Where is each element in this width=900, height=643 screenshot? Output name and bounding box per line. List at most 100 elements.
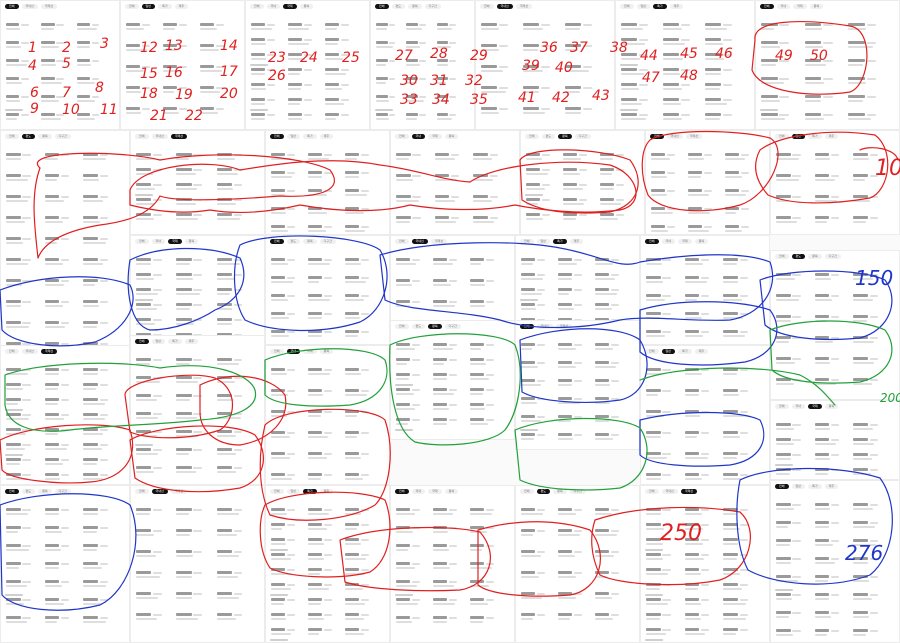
- thumbnail-time-placeholder: [44, 216, 60, 220]
- thumbnail-time-placeholder: [216, 258, 232, 262]
- thumbnail-meta-placeholder: [792, 629, 801, 632]
- thumbnail-seat-placeholder: [684, 573, 701, 575]
- thumbnail-time-placeholder: [83, 216, 99, 220]
- thumbnail-seat-placeholder: [723, 588, 742, 590]
- thumbnail-time-placeholder: [723, 538, 739, 542]
- thumbnail-seat-placeholder: [6, 263, 29, 265]
- thumbnail-time-placeholder: [433, 358, 448, 362]
- thumbnail-seat-placeholder: [705, 103, 727, 105]
- thumbnail-seat-placeholder: [481, 91, 506, 93]
- thumbnail-meta-placeholder: [233, 198, 243, 201]
- blue-ink-loop: [519, 328, 648, 403]
- thumbnail-time-placeholder: [176, 153, 192, 157]
- thumbnail-seat-placeholder: [216, 471, 236, 473]
- green-ink-loop: [514, 417, 648, 491]
- thumbnail-meta-placeholder: [739, 389, 749, 392]
- thumbnail-meta-placeholder: [22, 580, 31, 583]
- thumbnail-time-placeholder: [163, 86, 178, 90]
- thumbnail-seat-placeholder: [396, 549, 408, 551]
- thumbnail-tab-bar: 전체 국내선 국제선: [645, 489, 698, 494]
- thumbnail-meta-placeholder: [792, 294, 801, 297]
- thumbnail-meta-placeholder: [610, 361, 619, 364]
- thumbnail-seat-placeholder: [853, 200, 871, 202]
- thumbnail-time-placeholder: [83, 398, 99, 402]
- thumbnail-seat-placeholder: [523, 28, 544, 30]
- thumbnail-time-placeholder: [595, 415, 610, 419]
- thumbnail-time-placeholder: [646, 523, 661, 527]
- thumbnail-seat-placeholder: [271, 158, 292, 160]
- thumbnail-meta-placeholder: [573, 318, 582, 321]
- thumbnail-meta-placeholder: [700, 452, 710, 455]
- thumbnail-seat-placeholder: [776, 278, 795, 280]
- thumbnail-time-placeholder: [565, 107, 581, 111]
- thumbnail-time-placeholder: [684, 431, 700, 435]
- thumbnail-time-placeholder: [345, 276, 360, 280]
- thumbnail-meta-placeholder: [360, 153, 369, 156]
- thumbnail-meta-placeholder: [411, 598, 420, 601]
- thumbnail-meta-placeholder: [60, 473, 70, 476]
- thumbnail-seat-placeholder: [521, 348, 533, 350]
- thumbnail-seat-placeholder: [433, 348, 453, 350]
- thumbnail-time-placeholder: [521, 258, 536, 262]
- thumbnail-meta-placeholder: [792, 611, 801, 614]
- thumbnail-time-placeholder: [308, 153, 323, 157]
- thumbnail-seat-placeholder: [761, 64, 777, 66]
- thumbnail-meta-placeholder: [56, 77, 64, 80]
- thumbnail-seat-placeholder: [271, 373, 288, 375]
- thumbnail-meta-placeholder: [830, 438, 840, 441]
- thumbnail-meta-placeholder: [740, 207, 749, 210]
- thumbnail-seat-placeholder: [646, 457, 667, 459]
- thumbnail-time-placeholder: [216, 394, 232, 398]
- thumbnail-seat-placeholder: [470, 408, 486, 410]
- thumbnail-meta-placeholder: [869, 378, 879, 381]
- screenshot-thumbnail: 전체 국내선 국제선: [0, 345, 130, 485]
- thumbnail-meta-placeholder: [360, 368, 369, 371]
- thumbnail-time-placeholder: [853, 521, 869, 525]
- thumbnail-seat-placeholder: [595, 308, 613, 310]
- thumbnail-meta-placeholder: [233, 430, 243, 433]
- thumbnail-seat-placeholder: [216, 323, 233, 325]
- thumbnail-seat-placeholder: [308, 457, 327, 459]
- thumbnail-meta-placeholder: [60, 398, 70, 401]
- thumbnail-time-placeholder: [345, 628, 360, 632]
- thumbnail-time-placeholder: [434, 174, 450, 178]
- thumbnail-seat-placeholder: [200, 112, 218, 114]
- thumbnail-time-placeholder: [76, 113, 91, 117]
- thumbnail-time-placeholder: [663, 113, 679, 117]
- thumbnail-time-placeholder: [396, 153, 411, 157]
- thumbnail-tab: 전체: [375, 4, 389, 9]
- thumbnail-time-placeholder: [853, 294, 869, 298]
- thumbnail-seat-placeholder: [646, 528, 664, 530]
- thumbnail-seat-placeholder: [216, 513, 240, 515]
- thumbnail-seat-placeholder: [6, 585, 28, 587]
- thumbnail-seat-placeholder: [621, 118, 646, 120]
- thumbnail-tab: 전체: [135, 239, 149, 244]
- thumbnail-seat-placeholder: [705, 73, 721, 75]
- thumbnail-seat-placeholder: [723, 394, 739, 396]
- thumbnail-meta-placeholder: [662, 410, 671, 413]
- thumbnail-seat-placeholder: [271, 457, 291, 459]
- thumbnail-time-placeholder: [853, 315, 869, 319]
- thumbnail-seat-placeholder: [558, 597, 577, 599]
- thumbnail-time-placeholder: [136, 198, 152, 202]
- thumbnail-seat-placeholder: [44, 418, 64, 420]
- thumbnail-seat-placeholder: [684, 281, 707, 283]
- thumbnail-seat-placeholder: [308, 394, 324, 396]
- thumbnail-time-placeholder: [563, 213, 578, 217]
- thumbnail-meta-placeholder: [703, 225, 712, 228]
- thumbnail-time-placeholder: [136, 550, 152, 554]
- thumbnail-seat-placeholder: [853, 158, 869, 160]
- thumbnail-meta-placeholder: [99, 616, 109, 619]
- thumbnail-meta-placeholder: [830, 273, 840, 276]
- thumbnail-seat-placeholder: [44, 373, 60, 375]
- screenshot-thumbnail: 전체 일반 특가 제주: [265, 485, 390, 643]
- thumbnail-seat-placeholder: [136, 218, 155, 220]
- thumbnail-seat-placeholder: [558, 420, 572, 422]
- thumbnail-meta-placeholder: [360, 225, 369, 228]
- thumbnail-seat-placeholder: [271, 281, 293, 283]
- thumbnail-meta-placeholder: [193, 613, 203, 616]
- thumbnail-seat-placeholder: [6, 549, 29, 551]
- thumbnail-time-placeholder: [814, 557, 830, 561]
- thumbnail-tab: 전체: [5, 349, 19, 354]
